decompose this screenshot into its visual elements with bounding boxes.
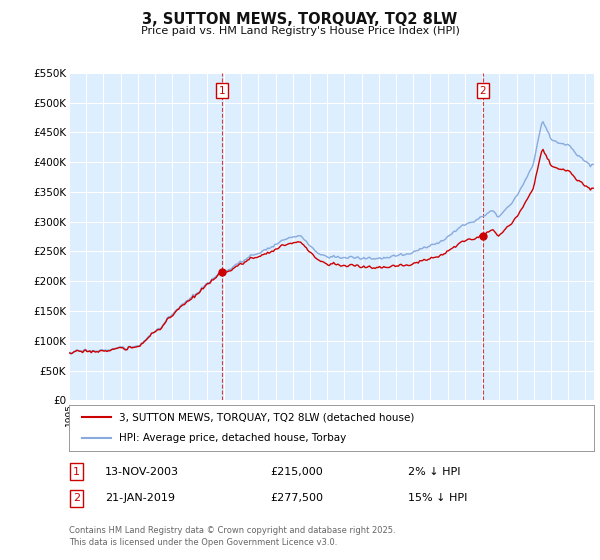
- Text: 2: 2: [73, 493, 80, 503]
- Text: 15% ↓ HPI: 15% ↓ HPI: [408, 493, 467, 503]
- Text: Contains HM Land Registry data © Crown copyright and database right 2025.: Contains HM Land Registry data © Crown c…: [69, 526, 395, 535]
- Text: 3, SUTTON MEWS, TORQUAY, TQ2 8LW: 3, SUTTON MEWS, TORQUAY, TQ2 8LW: [142, 12, 458, 27]
- Text: Price paid vs. HM Land Registry's House Price Index (HPI): Price paid vs. HM Land Registry's House …: [140, 26, 460, 36]
- Text: 2% ↓ HPI: 2% ↓ HPI: [408, 466, 461, 477]
- Text: 2: 2: [480, 86, 487, 96]
- Text: 1: 1: [73, 466, 80, 477]
- Text: 13-NOV-2003: 13-NOV-2003: [105, 466, 179, 477]
- Text: 1: 1: [218, 86, 225, 96]
- Text: 3, SUTTON MEWS, TORQUAY, TQ2 8LW (detached house): 3, SUTTON MEWS, TORQUAY, TQ2 8LW (detach…: [119, 412, 414, 422]
- Text: 21-JAN-2019: 21-JAN-2019: [105, 493, 175, 503]
- Text: HPI: Average price, detached house, Torbay: HPI: Average price, detached house, Torb…: [119, 433, 346, 444]
- Text: This data is licensed under the Open Government Licence v3.0.: This data is licensed under the Open Gov…: [69, 538, 337, 547]
- Text: £277,500: £277,500: [270, 493, 323, 503]
- Text: £215,000: £215,000: [270, 466, 323, 477]
